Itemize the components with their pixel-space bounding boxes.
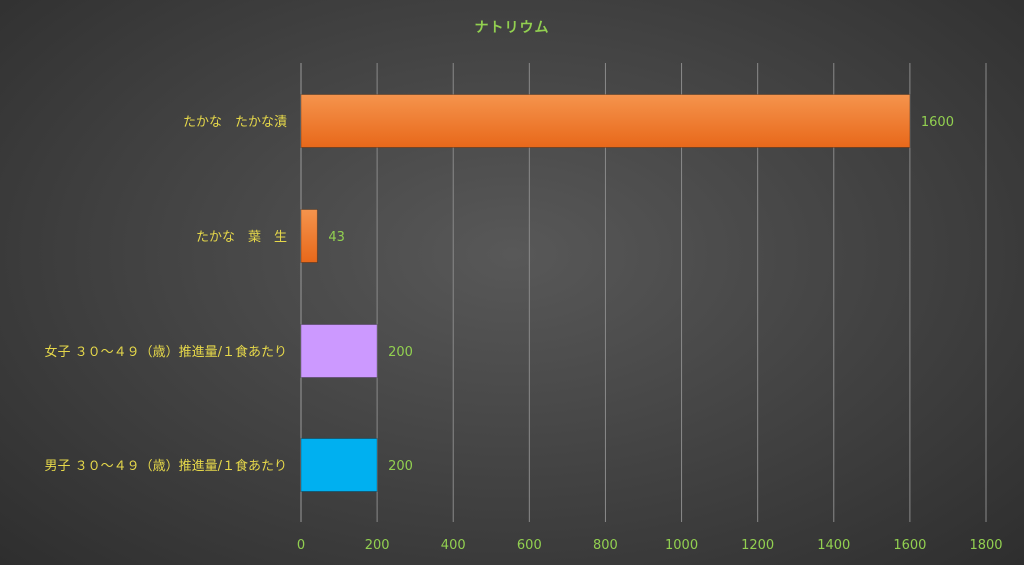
x-tick-label: 200 bbox=[365, 538, 390, 553]
x-tick-label: 1600 bbox=[893, 538, 926, 553]
x-tick-label: 600 bbox=[517, 538, 542, 553]
x-tick-label: 1000 bbox=[665, 538, 698, 553]
bars bbox=[300, 94, 911, 492]
bar bbox=[300, 209, 318, 263]
x-tick-label: 0 bbox=[297, 538, 305, 553]
data-label: 43 bbox=[328, 230, 345, 245]
bar bbox=[300, 94, 911, 148]
bar bbox=[300, 438, 378, 492]
x-tick-label: 800 bbox=[593, 538, 618, 553]
bar bbox=[300, 324, 378, 378]
x-tick-label: 1200 bbox=[741, 538, 774, 553]
labels: 0 200 400 600 800 1000 1200 1400 1600 1800 たかな たかな… bbox=[44, 115, 1002, 553]
x-tick-label: 1400 bbox=[817, 538, 850, 553]
data-label: 200 bbox=[388, 345, 413, 360]
category-label: たかな たかな漬 bbox=[183, 115, 287, 130]
data-label: 1600 bbox=[921, 115, 954, 130]
category-label: 男子 ３０～４９（歳）推進量/１食あたり bbox=[44, 458, 287, 474]
x-tick-label: 400 bbox=[441, 538, 466, 553]
category-label: 女子 ３０～４９（歳）推進量/１食あたり bbox=[44, 344, 287, 360]
chart-title: ナトリウム bbox=[475, 20, 550, 36]
data-label: 200 bbox=[388, 459, 413, 474]
x-tick-label: 1800 bbox=[969, 538, 1002, 553]
category-label: たかな 葉 生 bbox=[196, 230, 287, 245]
